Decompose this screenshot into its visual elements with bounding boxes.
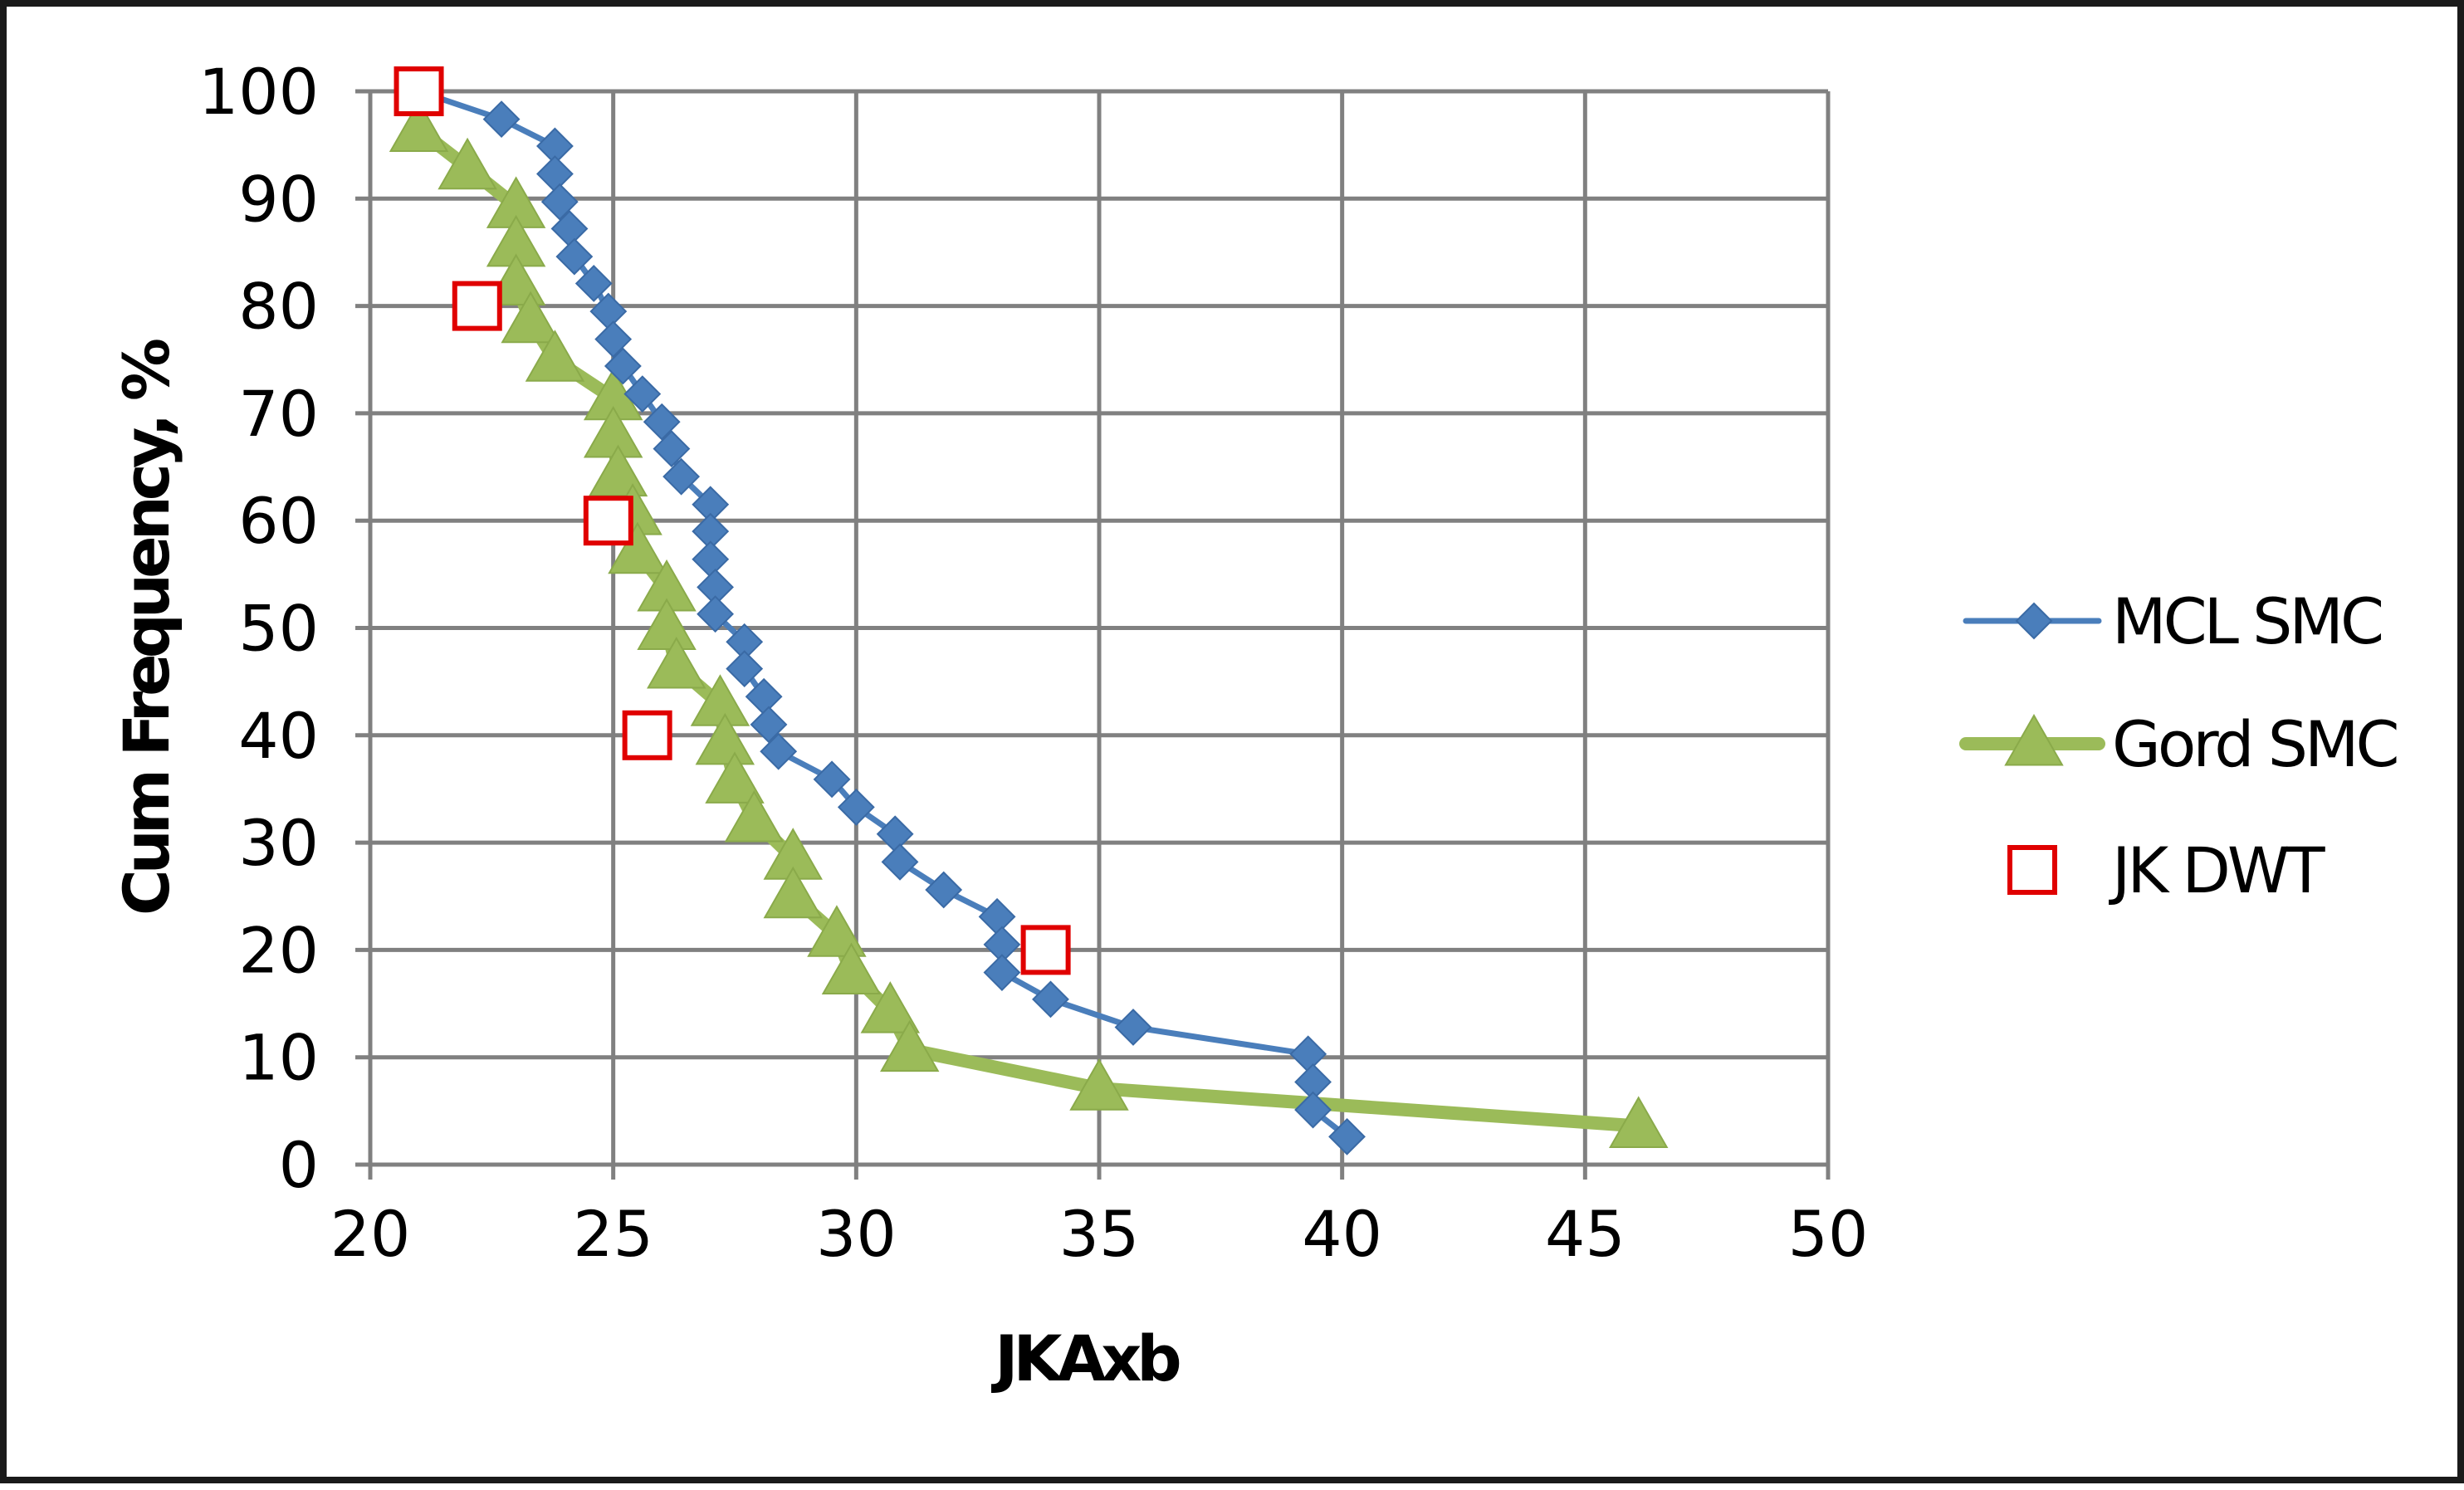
data-point-mcl-smc: [555, 237, 594, 276]
data-point-gord-smc: [695, 712, 755, 765]
series-gord-smc: [389, 100, 1669, 1148]
x-tick-label: 30: [816, 1197, 897, 1271]
data-point-gord-smc: [438, 137, 497, 190]
data-point-gord-smc: [389, 100, 449, 153]
data-point-mcl-smc: [1289, 1035, 1327, 1073]
chart-svg: 20 25 30 35 40 45 50 0 10 20 30 40 50 60 70 80 90 100 JKA…: [110, 55, 2400, 1395]
data-point-mcl-smc: [1032, 980, 1069, 1019]
data-point-mcl-smc: [1328, 1117, 1366, 1155]
data-point-mcl-smc: [978, 897, 1016, 936]
y-tick-label: 50: [238, 592, 319, 666]
x-tick-label: 20: [330, 1197, 411, 1271]
legend-marker-gord-smc: [2004, 713, 2064, 766]
data-point-gord-smc: [879, 1019, 940, 1072]
legend: MCL SMC Gord SMC JK DWT: [1959, 584, 2400, 907]
data-point-mcl-smc: [837, 789, 875, 826]
series-layer: [389, 66, 1669, 1155]
data-point-gord-smc: [647, 637, 706, 689]
y-tick-label: 0: [279, 1128, 319, 1202]
data-point-gord-smc: [763, 866, 823, 919]
data-point-mcl-smc: [662, 457, 701, 496]
y-tick-label: 90: [238, 162, 319, 236]
x-axis-title: JKAxb: [990, 1321, 1179, 1395]
x-tick-label: 45: [1545, 1197, 1626, 1271]
data-point-mcl-smc: [750, 706, 788, 744]
data-point-mcl-smc: [726, 650, 764, 688]
data-point-jk-dwt: [1020, 925, 1071, 975]
data-point-mcl-smc: [925, 871, 963, 909]
data-point-gord-smc: [608, 521, 667, 574]
data-point-mcl-smc: [1114, 1009, 1152, 1046]
data-point-gord-smc: [525, 330, 585, 382]
data-point-gord-smc: [501, 291, 560, 344]
data-point-mcl-smc: [482, 100, 521, 139]
data-point-mcl-smc: [760, 732, 798, 770]
data-point-gord-smc: [724, 789, 785, 843]
data-point-gord-smc: [705, 751, 765, 804]
data-point-jk-dwt: [583, 496, 633, 546]
data-point-mcl-smc: [692, 540, 730, 579]
data-point-mcl-smc: [876, 815, 914, 853]
data-point-mcl-smc: [813, 760, 851, 799]
legend-item-jk-dwt: JK DWT: [2007, 833, 2329, 907]
data-point-mcl-smc: [881, 843, 919, 881]
data-point-mcl-smc: [697, 595, 735, 633]
x-tick-label: 25: [573, 1197, 653, 1271]
legend-marker-jk-dwt: [2007, 845, 2057, 895]
y-tick-label: 10: [238, 1021, 319, 1095]
data-point-gord-smc: [637, 598, 697, 650]
y-tick-label: 60: [238, 484, 319, 558]
grid-layer: [355, 89, 1831, 1180]
data-point-mcl-smc: [574, 265, 613, 302]
data-point-mcl-smc: [653, 430, 691, 467]
data-point-mcl-smc: [1294, 1091, 1332, 1129]
x-tick-label: 40: [1302, 1197, 1382, 1271]
x-tick-label: 50: [1788, 1197, 1869, 1271]
data-point-jk-dwt: [622, 710, 672, 760]
data-point-mcl-smc: [623, 375, 662, 413]
data-point-mcl-smc: [983, 954, 1021, 991]
legend-label: Gord SMC: [2112, 707, 2397, 781]
y-tick-label: 40: [238, 699, 319, 773]
data-point-mcl-smc: [540, 183, 579, 221]
y-tick-label: 30: [238, 806, 319, 880]
y-axis-title: Cum Frequency, %: [110, 340, 183, 916]
data-point-gord-smc: [821, 942, 882, 995]
x-tick-label: 35: [1059, 1197, 1140, 1271]
data-point-jk-dwt: [394, 66, 444, 116]
data-point-gord-smc: [1608, 1096, 1669, 1148]
data-point-mcl-smc: [604, 347, 642, 385]
legend-label: JK DWT: [2109, 833, 2325, 907]
data-point-mcl-smc: [643, 403, 681, 441]
data-point-gord-smc: [1069, 1058, 1129, 1111]
y-tick-label: 20: [238, 913, 319, 987]
data-point-mcl-smc: [745, 677, 783, 716]
y-tick-label: 70: [238, 377, 319, 451]
legend-marker-mcl-smc: [2015, 602, 2053, 640]
data-point-gord-smc: [588, 444, 648, 497]
data-point-mcl-smc: [594, 320, 633, 359]
series-mcl-smc: [400, 72, 1366, 1155]
y-tick-label: 100: [198, 55, 319, 129]
data-point-jk-dwt: [452, 281, 502, 331]
legend-item-mcl-smc: MCL SMC: [1963, 584, 2384, 658]
series-line-mcl-smc: [416, 88, 1350, 1140]
data-point-mcl-smc: [536, 155, 574, 193]
tick-label-layer: 20 25 30 35 40 45 50 0 10 20 30 40 50 60 70 80 90 100: [198, 55, 1868, 1271]
data-point-gord-smc: [860, 981, 921, 1033]
series-jk-dwt: [394, 66, 1071, 975]
legend-label: MCL SMC: [2112, 584, 2381, 658]
legend-item-gord-smc: Gord SMC: [1959, 707, 2400, 781]
y-tick-label: 80: [238, 270, 319, 344]
